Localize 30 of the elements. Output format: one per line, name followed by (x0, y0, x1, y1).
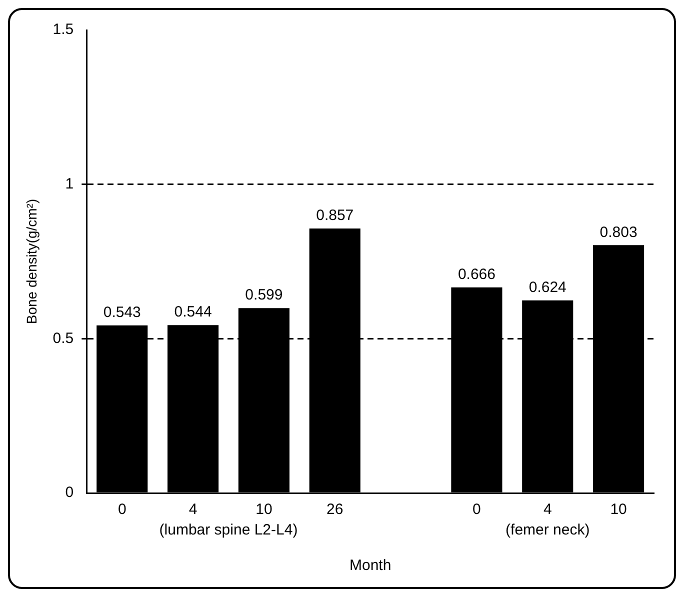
bar (522, 300, 574, 492)
data-label: 0.803 (600, 224, 638, 241)
bar (309, 228, 360, 492)
y-tick-label: 0.5 (52, 330, 74, 347)
x-axis-title: Month (349, 557, 392, 574)
data-label: 0.624 (528, 279, 566, 296)
data-label: 0.544 (174, 304, 212, 321)
y-axis-title: Bone density(g/cm²) (23, 198, 40, 324)
bar (238, 308, 290, 492)
x-tick-label: 0 (118, 501, 126, 518)
y-tick-label: 1.5 (52, 21, 74, 38)
data-label: 0.857 (316, 207, 354, 224)
bar (96, 325, 148, 492)
x-tick-label: 4 (188, 501, 198, 518)
x-tick-label: 0 (472, 501, 481, 518)
bar (168, 325, 219, 492)
x-tick-label: 10 (256, 501, 272, 518)
data-label: 0.599 (245, 286, 283, 304)
data-label: 0.543 (103, 304, 141, 322)
y-tick-label: 0 (65, 484, 74, 502)
x-tick-label: 4 (543, 501, 552, 518)
bar (451, 287, 502, 492)
y-tick-label: 1 (65, 175, 74, 192)
bar (593, 245, 644, 492)
x-tick-label: 10 (610, 501, 627, 518)
text: (femer neck) (506, 522, 590, 539)
rounded-frame: Month Bone density(g/cm²) 0 4 10 26 0 4 10 0 0.5 1 1.5 0.543 0.544 0.599 0.857 0.666 0.624 0.803 (lumbar spine L2-L4) (femer neck) (8, 8, 676, 589)
x-tick-label: 26 (326, 501, 344, 518)
data-label: 0.666 (458, 266, 496, 284)
text: (lumbar spine L2-L4) (159, 522, 298, 539)
